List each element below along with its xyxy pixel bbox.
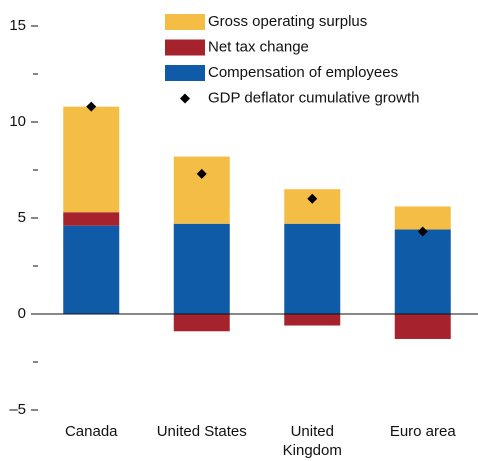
y-tick-label: 15 bbox=[9, 17, 26, 34]
deflator-marker bbox=[307, 193, 318, 204]
legend-label: Gross operating surplus bbox=[208, 13, 367, 30]
deflator-marker bbox=[196, 168, 207, 179]
x-tick-label: United Kingdom bbox=[282, 423, 342, 459]
x-tick-label: Canada bbox=[64, 423, 118, 440]
y-tick-label: 5 bbox=[18, 209, 26, 226]
legend-label: GDP deflator cumulative growth bbox=[208, 89, 420, 106]
bar-segment bbox=[284, 223, 341, 314]
bar-segment bbox=[173, 223, 230, 314]
legend-swatch bbox=[165, 39, 205, 56]
y-tick-label: 0 bbox=[18, 305, 26, 322]
legend-swatch bbox=[165, 65, 205, 81]
legend-label: Compensation of employees bbox=[208, 64, 398, 81]
legend-swatch bbox=[165, 14, 205, 30]
y-tick-label: –5 bbox=[9, 401, 26, 418]
bar-segment bbox=[173, 156, 230, 224]
bar-segment bbox=[394, 206, 451, 230]
bar-segment bbox=[63, 225, 120, 314]
bar-segment bbox=[394, 314, 451, 339]
bar-segment bbox=[394, 229, 451, 314]
y-tick-label: 10 bbox=[9, 113, 26, 130]
deflator-marker bbox=[417, 226, 428, 237]
x-tick-label: Euro area bbox=[389, 423, 456, 440]
x-tick-label: United States bbox=[156, 423, 247, 440]
bar-segment bbox=[173, 314, 230, 332]
legend-marker bbox=[180, 93, 190, 104]
bar-segment bbox=[284, 314, 341, 326]
bar-segment bbox=[63, 106, 120, 213]
bar-segment bbox=[63, 212, 120, 226]
legend-label: Net tax change bbox=[208, 38, 309, 55]
deflator-marker bbox=[86, 101, 97, 112]
